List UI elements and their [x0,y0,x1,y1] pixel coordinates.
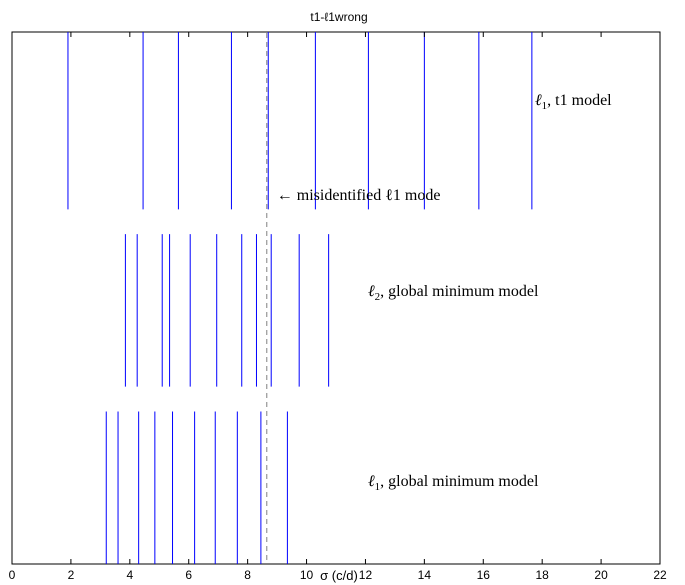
chart-title: t1-ℓ1wrong [310,10,367,24]
x-tick-label-2: 4 [126,568,133,582]
series-labels: ℓ1, t1 model ℓ2, global minimum model ℓ1, … [277,92,612,493]
x-tick-label-7: 14 [418,568,432,582]
plot-frame [11,31,661,565]
x-tick-label-10: 20 [594,568,608,582]
series-label-2: ℓ1, global minimum model [368,473,539,493]
x-tick-label-0: 0 [9,568,16,582]
x-tick-label-5: 10 [300,568,314,582]
x-tick-label-1: 2 [68,568,75,582]
series-label-0: ℓ1, t1 model [535,92,612,112]
chart-marks [67,32,533,564]
x-tick-label-9: 18 [536,568,550,582]
x-tick-label-8: 16 [477,568,491,582]
x-axis: 0 2 4 6 8 10 12 14 16 18 20 22 [9,32,667,582]
x-tick-label-3: 6 [185,568,192,582]
x-tick-label-6: 12 [359,568,373,582]
reference-annotation: ← misidentified ℓ1 mode [277,187,441,204]
x-axis-label: σ (c/d) [320,568,358,583]
x-tick-label-11: 22 [653,568,667,582]
series-label-1: ℓ2, global minimum model [368,283,539,303]
x-tick-label-4: 8 [244,568,251,582]
